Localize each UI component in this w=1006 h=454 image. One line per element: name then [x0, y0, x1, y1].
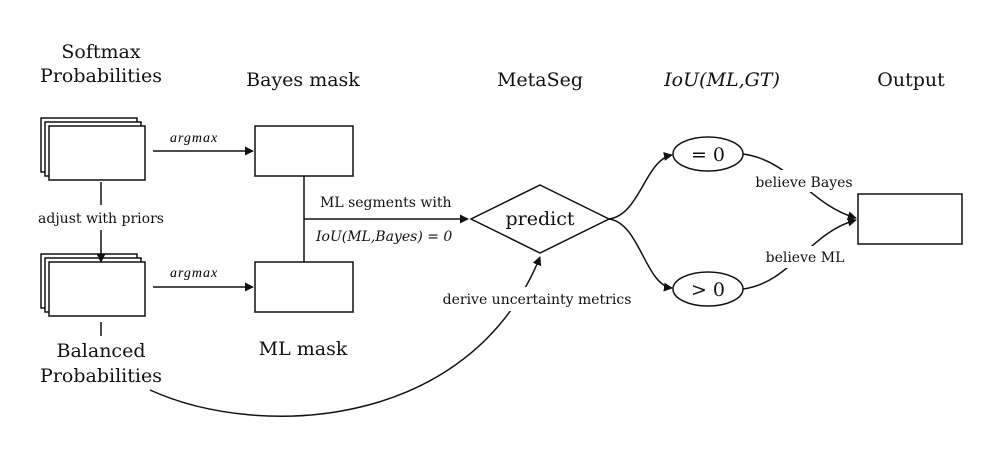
- branch-to-positive-arrow: [608, 218, 673, 292]
- uncertainty-label-bg: [440, 287, 636, 311]
- bayes-mask-header: Bayes mask: [246, 69, 360, 91]
- eq-zero-label: = 0: [691, 144, 725, 166]
- output-box: [857, 193, 963, 245]
- softmax-header-line1: Softmax: [61, 41, 140, 63]
- ml-mask-label: ML mask: [259, 338, 348, 360]
- argmax-bottom-label: argmax: [170, 266, 218, 281]
- argmax-top-label: argmax: [170, 131, 218, 146]
- predict-diamond: [469, 184, 611, 254]
- adjust-with-priors-label: adjust with priors: [38, 211, 164, 227]
- iou-ml-bayes-label: IoU(ML,Bayes) = 0: [315, 229, 452, 245]
- balanced-stack: [40, 253, 146, 317]
- believe-ml-bg: [762, 246, 848, 268]
- metaseg-header: MetaSeg: [497, 69, 583, 91]
- believe-bayes-label: believe Bayes: [755, 175, 852, 191]
- balanced-label-line2: Probabilities: [40, 365, 162, 387]
- ml-segments-label: ML segments with: [320, 195, 451, 211]
- balanced-box-front: [48, 261, 146, 317]
- believe-ml-label: believe ML: [766, 250, 845, 266]
- output-header: Output: [877, 69, 945, 91]
- uncertainty-curve-arrow: [149, 256, 542, 417]
- predict-label: predict: [505, 208, 574, 230]
- ml-mask-box: [254, 261, 354, 313]
- branch-to-zero-arrow: [608, 152, 673, 220]
- balanced-label-line1: Balanced: [57, 340, 146, 362]
- softmax-box-front: [48, 125, 146, 181]
- bayes-mask-box: [254, 125, 354, 177]
- softmax-stack: [40, 117, 146, 181]
- softmax-header-line2: Probabilities: [40, 65, 162, 87]
- derive-uncertainty-label: derive uncertainty metrics: [443, 292, 632, 308]
- believe-bayes-bg: [752, 170, 856, 192]
- iou-ml-gt-header: IoU(ML,GT): [663, 69, 780, 91]
- gt-zero-label: > 0: [691, 279, 725, 301]
